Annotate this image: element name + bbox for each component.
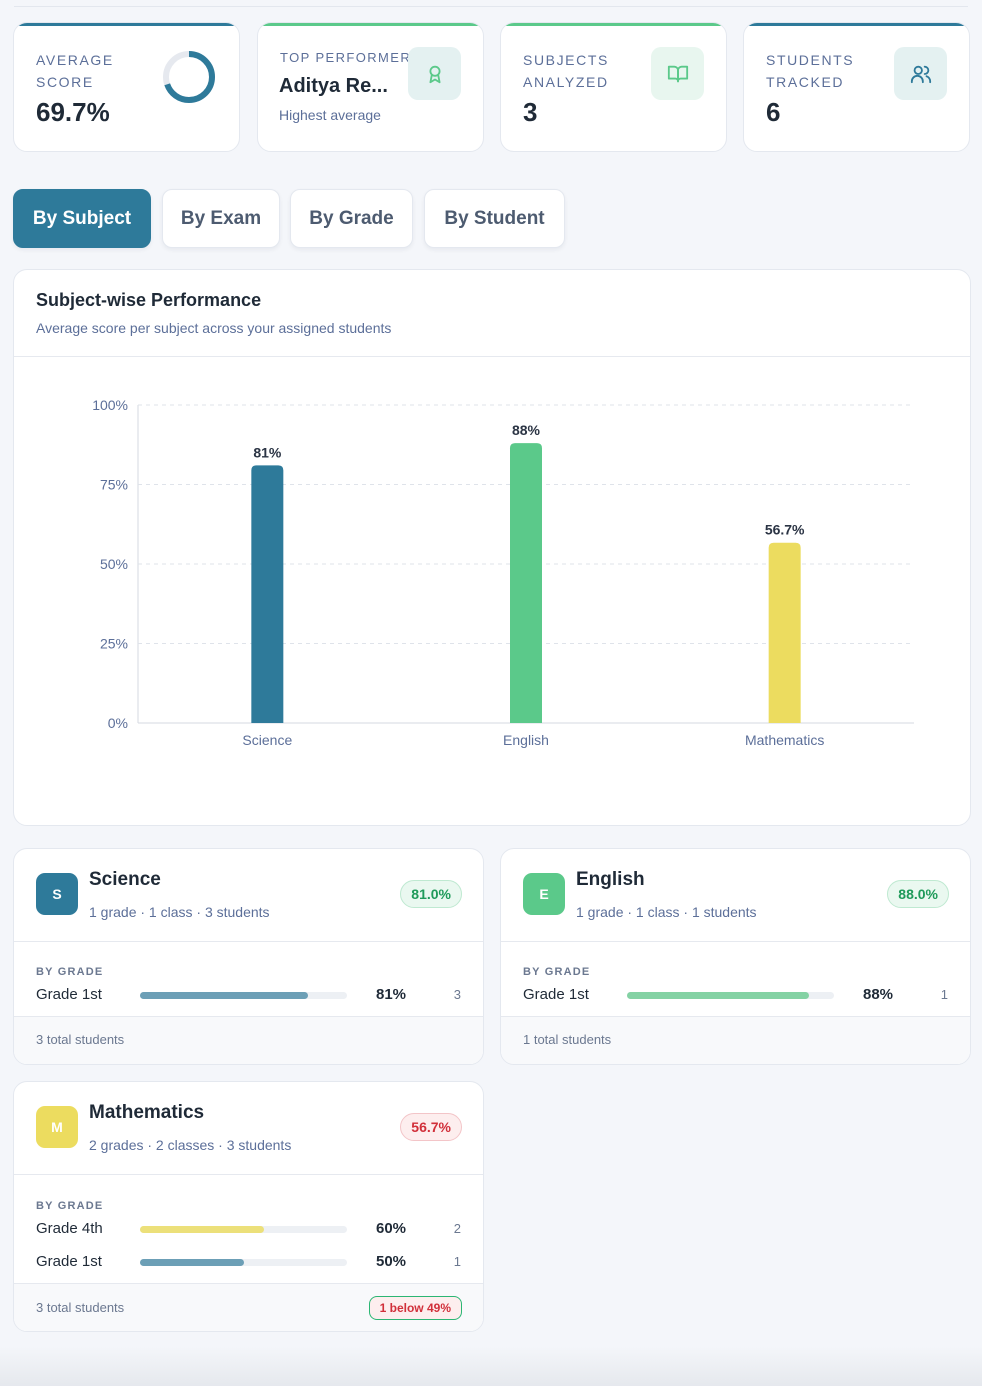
chart-divider xyxy=(14,356,970,357)
bar-science xyxy=(251,465,284,723)
grade-percent: 81% xyxy=(376,986,407,1003)
y-tick-label: 25% xyxy=(100,636,128,652)
grade-student-count: 2 xyxy=(453,1221,461,1236)
by-grade-heading: BY GRADE xyxy=(523,966,591,978)
stat-label: STUDENTS TRACKED xyxy=(766,52,855,90)
grade-row: Grade 4th 60% 2 xyxy=(36,1220,461,1240)
subject-meta: 1 grade · 1 class · 1 students xyxy=(576,904,757,920)
grade-progress-track xyxy=(140,1226,347,1233)
stat-card-subjects-analyzed: SUBJECTS ANALYZED 3 xyxy=(500,22,727,152)
subject-avatar: E xyxy=(523,873,565,915)
grade-student-count: 3 xyxy=(453,987,461,1002)
grade-progress-fill xyxy=(140,1259,244,1266)
card-footer: 3 total students 1 below 49% xyxy=(14,1283,483,1331)
stat-value: 3 xyxy=(523,97,538,127)
y-tick-label: 0% xyxy=(108,715,128,731)
bar-value-label: 56.7% xyxy=(765,522,805,538)
stat-card-average-score: AVERAGE SCORE 69.7% xyxy=(13,22,240,152)
stat-card-top-performer: TOP PERFORMER Aditya Re... Highest avera… xyxy=(257,22,484,152)
stat-value: 6 xyxy=(766,97,781,127)
x-tick-label: English xyxy=(503,732,549,748)
subject-name: English xyxy=(576,869,645,890)
subject-name: Mathematics xyxy=(89,1102,205,1123)
tab-by-grade[interactable]: By Grade xyxy=(290,189,413,248)
chart-title: Subject-wise Performance xyxy=(36,290,262,310)
subject-score-badge: 56.7% xyxy=(400,1113,462,1141)
grade-student-count: 1 xyxy=(453,1254,461,1269)
y-tick-label: 100% xyxy=(92,397,128,413)
subject-score-badge: 81.0% xyxy=(400,880,462,908)
grade-row: Grade 1st 50% 1 xyxy=(36,1253,461,1273)
bar-mathematics xyxy=(768,542,801,723)
subject-card-english: E English 1 grade · 1 class · 1 students… xyxy=(500,848,971,1065)
total-students: 3 total students xyxy=(36,1032,125,1047)
y-tick-label: 50% xyxy=(100,556,128,572)
grade-row: Grade 1st 88% 1 xyxy=(523,986,948,1006)
bottom-fade xyxy=(0,1346,982,1386)
tab-by-exam[interactable]: By Exam xyxy=(162,189,280,248)
top-performer-name: Aditya Re... xyxy=(279,75,388,97)
award-icon-box xyxy=(408,47,461,100)
stat-label: SUBJECTS ANALYZED xyxy=(523,52,609,90)
subject-meta: 2 grades · 2 classes · 3 students xyxy=(89,1137,292,1153)
top-divider xyxy=(14,6,968,7)
subject-performance-chart-card: Subject-wise Performance Average score p… xyxy=(13,269,971,826)
subject-meta: 1 grade · 1 class · 3 students xyxy=(89,904,270,920)
below-threshold-badge: 1 below 49% xyxy=(368,1296,462,1320)
total-students: 1 total students xyxy=(523,1032,612,1047)
by-grade-heading: BY GRADE xyxy=(36,1200,104,1212)
by-grade-heading: BY GRADE xyxy=(36,966,104,978)
bar-english xyxy=(510,443,542,723)
grade-progress-fill xyxy=(140,992,308,999)
grade-progress-track xyxy=(140,1259,347,1266)
card-divider xyxy=(14,1174,483,1175)
grade-row: Grade 1st 81% 3 xyxy=(36,986,461,1006)
bar-value-label: 81% xyxy=(253,444,282,460)
grade-progress-fill xyxy=(627,992,810,999)
chart-subtitle: Average score per subject across your as… xyxy=(36,320,392,336)
stat-label: TOP PERFORMER xyxy=(280,50,412,65)
subject-avatar: M xyxy=(36,1106,78,1148)
stat-value: 69.7% xyxy=(36,97,110,127)
grade-label: Grade 1st xyxy=(523,986,589,1003)
y-tick-label: 75% xyxy=(100,477,128,493)
top-performer-sub: Highest average xyxy=(279,107,381,123)
card-footer: 1 total students xyxy=(501,1016,970,1064)
tab-by-student[interactable]: By Student xyxy=(424,189,565,248)
grade-progress-track xyxy=(627,992,834,999)
grade-student-count: 1 xyxy=(940,987,948,1002)
tab-by-subject[interactable]: By Subject xyxy=(13,189,151,248)
grade-label: Grade 4th xyxy=(36,1220,103,1237)
grade-percent: 60% xyxy=(376,1220,407,1237)
bar-chart: 0% 25% 50% 75% 100% 81% Science 88% English 56.7%… xyxy=(92,397,914,748)
card-footer: 3 total students xyxy=(14,1016,483,1064)
grade-label: Grade 1st xyxy=(36,986,102,1003)
x-tick-label: Mathematics xyxy=(745,732,824,748)
subject-avatar: S xyxy=(36,873,78,915)
grade-percent: 88% xyxy=(863,986,894,1003)
stat-card-students-tracked: STUDENTS TRACKED 6 xyxy=(743,22,970,152)
users-icon xyxy=(910,65,931,83)
subject-card-science: S Science 1 grade · 1 class · 3 students… xyxy=(13,848,484,1065)
book-icon-box xyxy=(651,47,704,100)
book-open-icon xyxy=(667,65,688,82)
grade-progress-track xyxy=(140,992,347,999)
grade-progress-fill xyxy=(140,1226,265,1233)
card-divider xyxy=(501,941,970,942)
subject-card-mathematics: M Mathematics 2 grades · 2 classes · 3 s… xyxy=(13,1081,484,1332)
x-tick-label: Science xyxy=(242,732,292,748)
award-icon xyxy=(429,65,440,83)
subject-name: Science xyxy=(89,869,161,890)
grade-percent: 50% xyxy=(376,1253,407,1270)
grade-label: Grade 1st xyxy=(36,1253,102,1270)
stat-label: AVERAGE SCORE xyxy=(36,52,114,90)
subject-score-badge: 88.0% xyxy=(887,880,949,908)
card-divider xyxy=(14,941,483,942)
donut-progress-icon xyxy=(163,51,215,103)
bar-value-label: 88% xyxy=(512,422,541,438)
users-icon-box xyxy=(894,47,947,100)
total-students: 3 total students xyxy=(36,1300,125,1315)
